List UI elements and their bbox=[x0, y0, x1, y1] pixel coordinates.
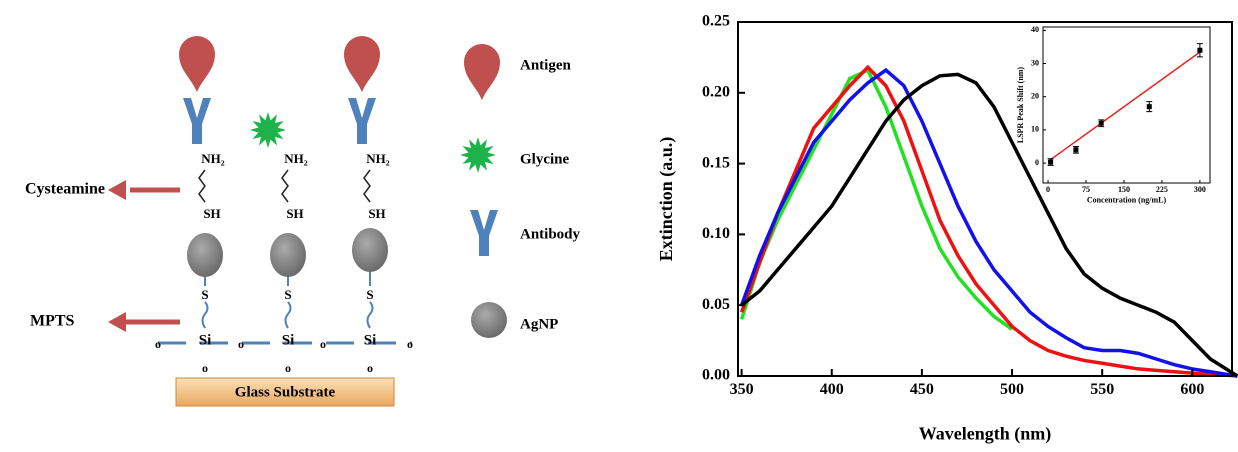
agnp bbox=[352, 228, 388, 272]
line-series bbox=[739, 64, 1238, 378]
antigen-icon bbox=[344, 36, 380, 92]
glycine-icon bbox=[460, 137, 496, 173]
x-tick-label: 300 bbox=[1194, 185, 1206, 194]
oxygen-label: o bbox=[238, 337, 244, 351]
x-tick-label: 350 bbox=[730, 381, 754, 398]
amine-label: NH₂ bbox=[284, 151, 308, 166]
antigen-icon bbox=[464, 44, 500, 100]
x-tick-label: 400 bbox=[820, 381, 844, 398]
linker bbox=[284, 301, 292, 329]
y-tick-label: 0.00 bbox=[702, 367, 730, 384]
legend-label: Antigen bbox=[520, 57, 571, 73]
thiol-label: SH bbox=[203, 206, 220, 221]
plot-frame bbox=[1042, 26, 1211, 184]
oxygen-label: o bbox=[407, 337, 413, 351]
point bbox=[1073, 147, 1079, 153]
antibody-icon bbox=[348, 98, 376, 144]
legend-label: AgNP bbox=[520, 316, 558, 332]
x-tick-label: 225 bbox=[1156, 185, 1168, 194]
oxygen-label: o bbox=[155, 337, 161, 351]
silicon-label: Si bbox=[282, 332, 295, 348]
legend-label: Antibody bbox=[520, 226, 581, 242]
x-axis-label: Concentration (ng/mL) bbox=[1087, 195, 1167, 204]
x-tick-label: 0 bbox=[1046, 185, 1050, 194]
y-tick-label: 20 bbox=[1031, 92, 1039, 101]
point bbox=[1048, 159, 1054, 165]
y-tick-label: 0.10 bbox=[702, 225, 730, 242]
agnp bbox=[270, 233, 306, 277]
antibody-icon bbox=[470, 210, 498, 256]
callout-label: Cysteamine bbox=[25, 181, 105, 198]
sulfur-label: S bbox=[284, 287, 291, 302]
y-axis-label: LSPR Peak Shift (nm) bbox=[1016, 67, 1025, 144]
y-tick-label: 0 bbox=[1035, 158, 1039, 167]
plot-frame bbox=[737, 21, 1233, 377]
x-tick-label: 75 bbox=[1082, 185, 1090, 194]
oxygen-label: o bbox=[285, 361, 291, 375]
linker bbox=[366, 301, 374, 329]
y-tick-label: 0.05 bbox=[702, 296, 730, 313]
thiol-label: SH bbox=[368, 206, 385, 221]
agnp-icon bbox=[471, 302, 507, 338]
cysteamine-chain bbox=[363, 169, 371, 203]
substrate bbox=[175, 377, 395, 407]
y-tick-label: 0.15 bbox=[702, 154, 730, 171]
fit-line bbox=[1047, 49, 1203, 163]
linker bbox=[201, 301, 209, 329]
x-tick-label: 550 bbox=[1090, 381, 1114, 398]
cysteamine-chain bbox=[281, 169, 289, 203]
substrate-label: Glass Substrate bbox=[235, 384, 336, 400]
y-axis-label: Extinction (a.u.) bbox=[656, 137, 677, 262]
sulfur-label: S bbox=[201, 287, 208, 302]
arrow-head bbox=[108, 180, 126, 200]
sulfur-label: S bbox=[366, 287, 373, 302]
point bbox=[1197, 47, 1203, 53]
agnp bbox=[187, 233, 223, 277]
x-axis-label: Wavelength (nm) bbox=[919, 423, 1052, 444]
legend-label: Glycine bbox=[520, 151, 570, 167]
y-tick-label: 0.25 bbox=[702, 13, 730, 30]
arrow-head bbox=[108, 312, 126, 332]
antigen-icon bbox=[179, 36, 215, 92]
thiol-label: SH bbox=[286, 206, 303, 221]
silicon-label: Si bbox=[364, 332, 377, 348]
y-tick-label: 10 bbox=[1031, 125, 1039, 134]
oxygen-label: o bbox=[320, 337, 326, 351]
antibody-icon bbox=[183, 98, 211, 144]
line-series bbox=[740, 72, 1238, 378]
amine-label: NH₂ bbox=[201, 151, 225, 166]
line-series bbox=[739, 67, 1014, 331]
callout-label: MPTS bbox=[30, 313, 75, 330]
x-tick-label: 600 bbox=[1180, 381, 1204, 398]
glycine-icon bbox=[250, 112, 286, 148]
y-tick-label: 40 bbox=[1031, 25, 1039, 34]
cysteamine-chain bbox=[198, 169, 206, 203]
oxygen-label: o bbox=[367, 361, 373, 375]
line-series bbox=[739, 67, 1238, 378]
oxygen-label: o bbox=[202, 361, 208, 375]
point bbox=[1098, 120, 1104, 126]
x-tick-label: 450 bbox=[910, 381, 934, 398]
x-tick-label: 150 bbox=[1118, 185, 1130, 194]
y-tick-label: 0.20 bbox=[702, 83, 730, 100]
point bbox=[1146, 104, 1152, 110]
amine-label: NH₂ bbox=[366, 151, 390, 166]
silicon-label: Si bbox=[199, 332, 212, 348]
y-tick-label: 30 bbox=[1031, 58, 1039, 67]
x-tick-label: 500 bbox=[1000, 381, 1024, 398]
